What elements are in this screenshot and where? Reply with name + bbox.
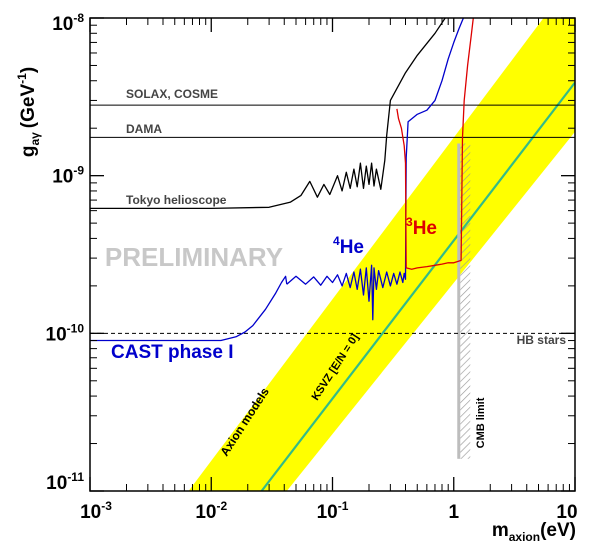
- y-axis-title-unit-exponent: -1: [15, 73, 29, 84]
- x-tick-label-base: 10: [556, 502, 577, 523]
- series-3he-line: [396, 18, 474, 270]
- series-label-3he: 3He: [406, 215, 437, 239]
- y-axis-title-sub: aγ: [28, 132, 42, 146]
- y-axis-title-unit-close: ): [18, 67, 39, 73]
- y-tick-label: 10-8: [52, 11, 84, 35]
- watermark-text: PRELIMINARY: [105, 242, 283, 272]
- y-tick-label-exponent: -9: [73, 164, 84, 178]
- y-axis-title-main: g: [18, 146, 39, 158]
- x-axis-title-main: m: [492, 520, 509, 541]
- x-tick-label: 10-1: [317, 499, 349, 523]
- x-tick-label-base: 10: [317, 502, 338, 523]
- x-axis-title-sub: axion: [509, 530, 540, 544]
- ksvz-line: [260, 81, 575, 491]
- y-tick-label-base: 10: [46, 324, 67, 345]
- cmb-limit-line: [457, 143, 461, 459]
- reference-label-solax-cosme: SOLAX, COSME: [126, 87, 218, 101]
- axion-models-band: [188, 18, 575, 491]
- x-tick-label: 10-3: [80, 499, 112, 523]
- x-axis-title-unit: (eV): [540, 520, 576, 541]
- y-tick-label-exponent: -10: [67, 321, 85, 335]
- x-tick-label: 1: [448, 502, 459, 523]
- cmb-limit-hatch: [460, 143, 471, 459]
- y-tick-label-base: 10: [52, 167, 73, 188]
- reference-label-dama: DAMA: [126, 122, 162, 136]
- reference-label-hb-stars: HB stars: [517, 333, 567, 347]
- x-tick-label-exponent: -3: [101, 499, 112, 513]
- y-tick-label-exponent: -8: [73, 11, 84, 25]
- y-tick-label: 10-11: [46, 470, 84, 494]
- x-tick-label: 10: [556, 502, 577, 523]
- series-label-3he-mass-number: 3: [406, 215, 413, 229]
- series-label-4he-mass-number: 4: [333, 234, 340, 248]
- y-tick-label: 10-10: [46, 321, 85, 345]
- y-axis-title: gaγ (GeV-1): [15, 67, 42, 157]
- series-label-3he-symbol: He: [413, 218, 437, 239]
- x-tick-label-base: 10: [195, 502, 216, 523]
- cmb-limit-label: CMB limit: [475, 397, 487, 448]
- series-label-cast-phase-i: CAST phase I: [111, 342, 233, 363]
- x-tick-label: 10-2: [195, 499, 227, 523]
- x-tick-label-exponent: -1: [338, 499, 349, 513]
- plot-area: [90, 18, 575, 491]
- y-tick-label-exponent: -11: [67, 470, 84, 484]
- y-tick-label-base: 10: [52, 14, 73, 35]
- x-axis-title: maxion(eV): [492, 520, 576, 544]
- series-label-tokyo-helioscope: Tokyo helioscope: [126, 193, 227, 207]
- y-axis-title-unit: (GeV: [18, 84, 39, 129]
- series-4he-line: [286, 18, 465, 321]
- x-tick-label-exponent: -2: [216, 499, 227, 513]
- series-tokyo-helioscope-line: [90, 18, 446, 210]
- y-tick-label-base: 10: [46, 473, 67, 494]
- x-tick-label-base: 1: [448, 502, 459, 523]
- y-tick-label: 10-9: [52, 164, 84, 188]
- series-label-4he-symbol: He: [340, 237, 364, 258]
- x-tick-label-base: 10: [80, 502, 101, 523]
- series-label-4he: 4He: [333, 234, 364, 258]
- series-cast-phase-i-line: [90, 275, 288, 342]
